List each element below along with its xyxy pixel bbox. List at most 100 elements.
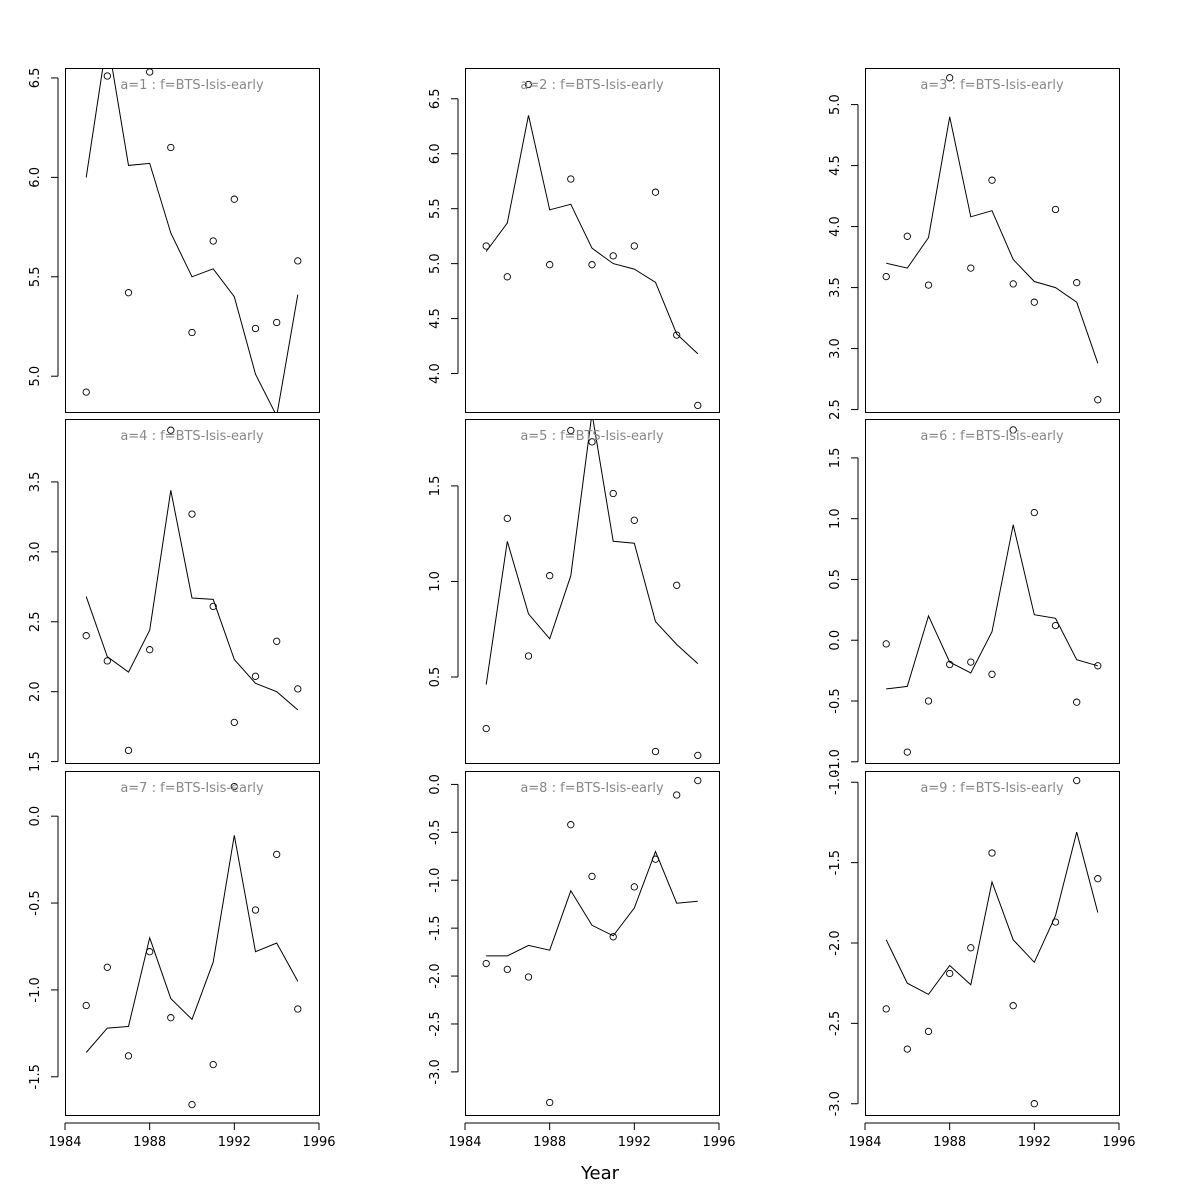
- observed-point: [946, 660, 954, 669]
- panel-2: a=4 : f=BTS-Isis-early 1.5 2.0 2.5 3.0 3.5: [28, 419, 320, 772]
- observed-point: [903, 232, 911, 240]
- observed-point: [1073, 776, 1081, 785]
- observed-point: [524, 973, 533, 981]
- x-tick-label: 1992: [618, 1135, 651, 1150]
- observed-point: [651, 747, 660, 756]
- panel-7: a=3 : f=BTS-Isis-early 2.5 3.0 3.5 4.0 4.5 5.0: [828, 68, 1120, 420]
- observed-point: [503, 965, 511, 974]
- panel-6: a=8 : f=BTS-Isis-early -3.0 -2.5 -2.0 -1.5 -1…: [428, 771, 736, 1150]
- fitted-line-6: [486, 850, 698, 957]
- observed-point: [567, 426, 575, 435]
- panel-5: a=5 : f=BTS-Isis-early 0.5 1.0 1.5: [428, 419, 720, 764]
- observed-point: [988, 176, 996, 184]
- observed-point: [146, 68, 154, 76]
- panel-title: a=5 : f=BTS-Isis-early: [520, 429, 664, 444]
- fitted-line-7: [886, 116, 1099, 364]
- observed-point: [503, 514, 511, 523]
- y-tick-label: 1.5: [428, 476, 443, 497]
- y-tick-label: 0.0: [428, 774, 443, 795]
- y-tick-label: 2.5: [828, 399, 843, 420]
- observed-point: [251, 672, 260, 680]
- y-tick-label: -1.5: [428, 915, 443, 940]
- x-tick-label: 1984: [48, 1135, 81, 1150]
- observed-point: [124, 1052, 133, 1060]
- panel-4: a=2 : f=BTS-Isis-early 4.0 4.5 5.0 5.5 6.0 6.5: [428, 68, 720, 413]
- observed-point: [482, 959, 490, 968]
- y-tick-label: 5.5: [428, 198, 443, 219]
- y-tick-label: -2.5: [428, 1011, 443, 1036]
- observed-point: [1094, 396, 1102, 404]
- observed-point: [588, 261, 596, 269]
- observed-point: [967, 658, 975, 666]
- panel-3: a=7 : f=BTS-Isis-early -1.5 -1.0 -0.5 0.0 198…: [28, 771, 336, 1150]
- panel-frame: [65, 419, 320, 764]
- y-tick-label: -3.0: [428, 1059, 443, 1084]
- panel-title: a=9 : f=BTS-Isis-early: [920, 781, 1064, 796]
- observed-point: [924, 281, 933, 289]
- x-tick-label: 1996: [302, 1135, 335, 1150]
- fitted-line-9: [885, 831, 1099, 996]
- y-tick-label: 2.5: [28, 611, 43, 632]
- y-tick-label: 3.5: [828, 277, 843, 298]
- y-tick-label: 0.0: [828, 630, 843, 651]
- observed-point: [673, 791, 681, 799]
- y-tick-label: 4.0: [828, 216, 843, 237]
- observed-point: [567, 821, 575, 829]
- y-tick-label: 1.5: [28, 751, 43, 772]
- observed-point: [903, 1045, 911, 1053]
- y-tick-label: -1.5: [828, 850, 843, 875]
- panel-title: a=4 : f=BTS-Isis-early: [120, 429, 264, 444]
- x-tick-label: 1984: [448, 1135, 481, 1150]
- observed-point: [167, 1014, 175, 1022]
- observed-point: [146, 646, 154, 654]
- panel-9: a=9 : f=BTS-Isis-early -3.0 -2.5 -2.0 -1.5 -1…: [828, 770, 1136, 1150]
- observed-point: [1051, 621, 1060, 630]
- y-tick-label: 1.0: [428, 571, 443, 592]
- observed-point: [1009, 280, 1017, 288]
- y-tick-label: -1.0: [828, 749, 843, 774]
- fitted-line-1: [85, 68, 299, 412]
- observed-point: [294, 1005, 302, 1013]
- observed-point: [567, 175, 575, 183]
- observed-point: [609, 489, 617, 498]
- y-tick-label: 3.0: [28, 542, 43, 563]
- observed-point: [1073, 698, 1081, 706]
- y-tick-label: -1.0: [828, 770, 843, 795]
- panel-title: a=1 : f=BTS-Isis-early: [120, 78, 264, 93]
- panel-title: a=2 : f=BTS-Isis-early: [520, 78, 664, 93]
- observed-point: [630, 242, 638, 250]
- observed-point: [294, 685, 302, 693]
- observed-point: [273, 318, 281, 327]
- y-tick-label: -3.0: [828, 1091, 843, 1116]
- y-tick-label: 1.0: [828, 508, 843, 529]
- observed-point: [82, 1001, 90, 1010]
- observed-point: [694, 776, 702, 785]
- observed-point: [1094, 662, 1102, 670]
- panel-title: a=6 : f=BTS-Isis-early: [920, 429, 1064, 444]
- observed-point: [1009, 426, 1017, 434]
- fitted-line-8: [886, 524, 1098, 690]
- panel-frame: [865, 68, 1120, 413]
- y-tick-label: 4.5: [428, 308, 443, 329]
- observed-point: [924, 1027, 933, 1036]
- observed-point: [82, 632, 90, 640]
- panel-1: a=1 : f=BTS-Isis-early 5.0 5.5 6.0 6.5: [28, 68, 320, 413]
- fitted-line-5: [485, 419, 699, 685]
- observed-point: [524, 80, 533, 89]
- y-tick-label: 4.0: [428, 363, 443, 384]
- observed-point: [146, 948, 154, 956]
- observed-point: [882, 1005, 890, 1013]
- observed-point: [651, 855, 660, 863]
- y-tick-label: 2.0: [28, 681, 43, 702]
- observed-point: [609, 933, 617, 941]
- observed-point: [630, 516, 638, 524]
- y-tick-label: 5.0: [428, 253, 443, 274]
- y-tick-label: -2.0: [828, 930, 843, 955]
- x-tick-label: 1988: [933, 1135, 966, 1150]
- y-tick-label: -0.5: [28, 890, 43, 915]
- y-tick-label: 5.0: [828, 94, 843, 115]
- observed-point: [903, 748, 911, 756]
- observed-point: [546, 572, 554, 580]
- observed-point: [167, 426, 175, 434]
